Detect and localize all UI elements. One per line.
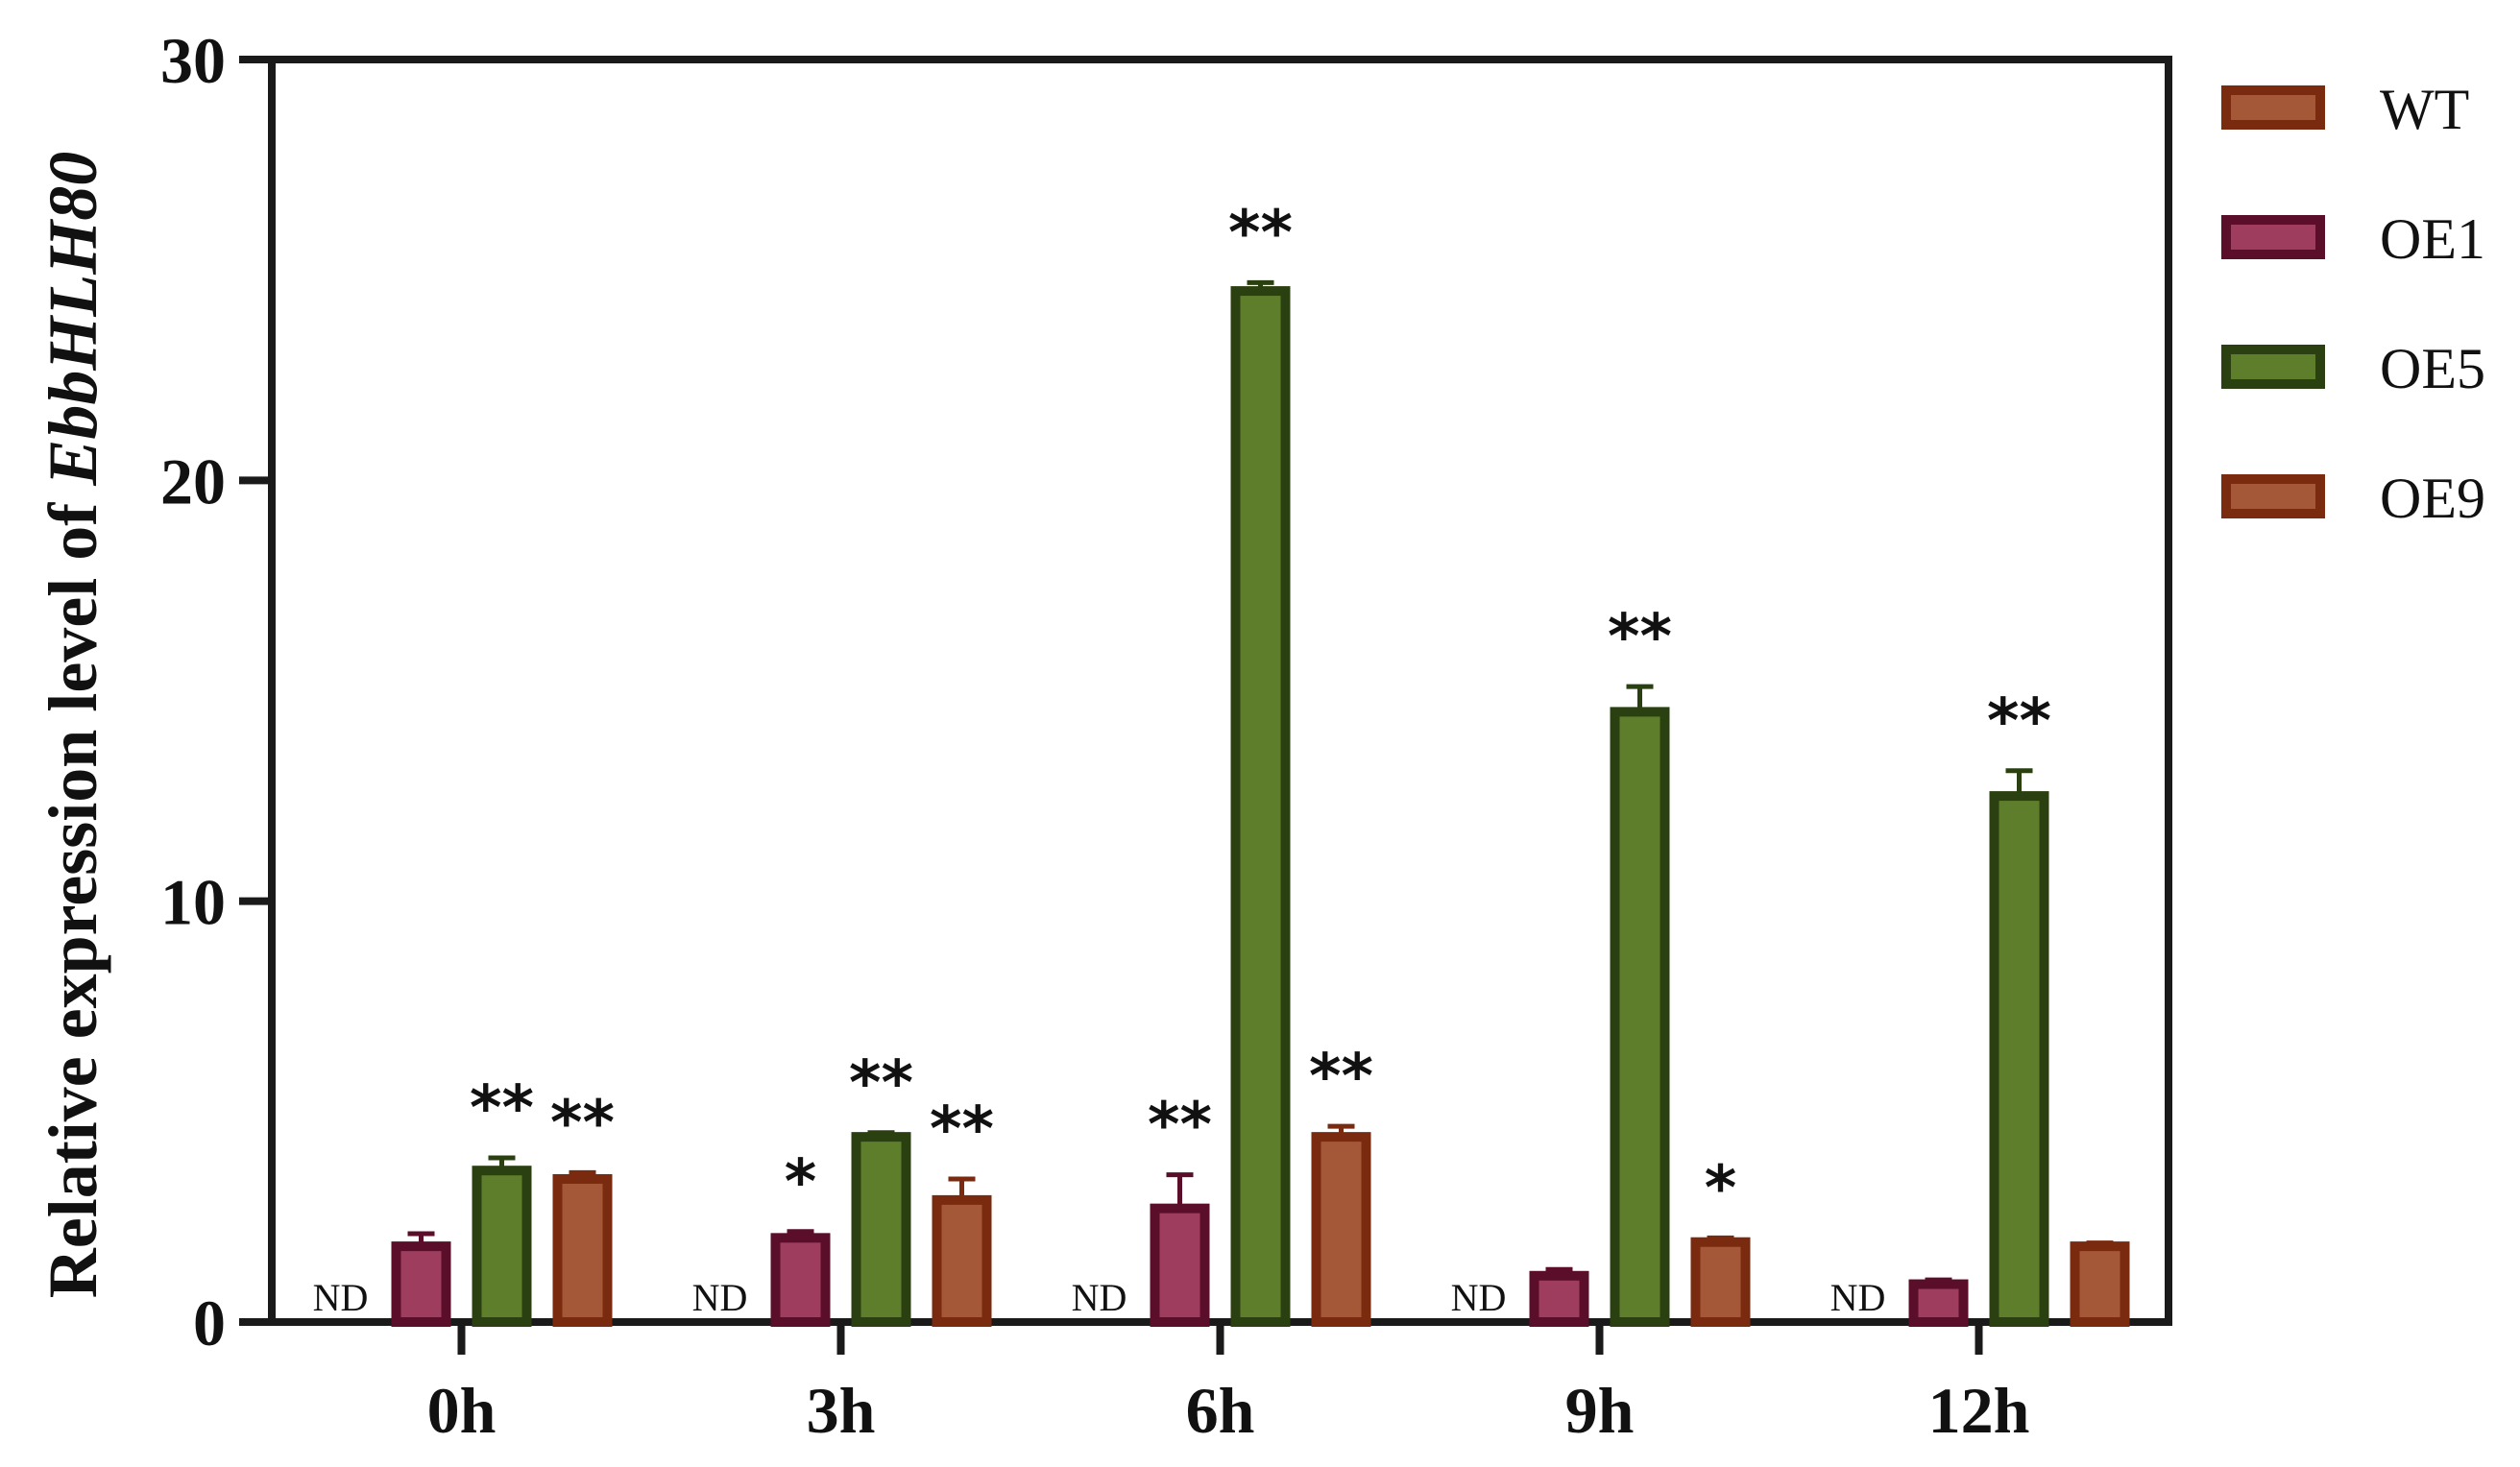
significance-label: ** xyxy=(1608,602,1672,673)
x-tick-label: 6h xyxy=(1186,1374,1255,1447)
bar-oe9 xyxy=(2070,1241,2130,1327)
y-tick-label: 10 xyxy=(160,866,226,939)
y-axis-label-group: Relative expression level of EbbHLH80 xyxy=(35,152,111,1299)
y-tick-label: 30 xyxy=(160,24,226,97)
bar-oe1 xyxy=(1529,1270,1589,1327)
legend-swatch-oe1 xyxy=(2221,215,2325,259)
legend-label-oe1: OE1 xyxy=(2380,207,2485,271)
bar-oe1 xyxy=(1150,1203,1210,1328)
y-axis-label-gene: EbbHLH80 xyxy=(35,152,111,487)
significance-label: ** xyxy=(849,1048,913,1119)
y-tick-label: 0 xyxy=(193,1287,226,1359)
significance-label: ** xyxy=(1309,1042,1373,1113)
bar-oe5 xyxy=(1989,791,2049,1327)
nd-label: ND xyxy=(1830,1276,1886,1319)
x-tick-label: 0h xyxy=(427,1374,497,1447)
significance-label: ** xyxy=(550,1088,615,1159)
significance-label: ** xyxy=(470,1073,534,1144)
significance-label: * xyxy=(785,1147,816,1218)
bar-oe1 xyxy=(391,1241,451,1327)
nd-label: ND xyxy=(692,1276,748,1319)
y-tick-label: 20 xyxy=(160,445,226,517)
nd-label: ND xyxy=(313,1276,369,1319)
nd-label: ND xyxy=(1451,1276,1507,1319)
significance-label: ** xyxy=(1987,686,2051,758)
nd-label: ND xyxy=(1072,1276,1127,1319)
x-tick-label: 9h xyxy=(1565,1374,1635,1447)
legend-swatch-oe9 xyxy=(2221,474,2325,518)
legend-label-oe9: OE9 xyxy=(2380,467,2485,530)
legend-label-wt: WT xyxy=(2380,78,2469,141)
legend: WT OE1 OE5 OE9 xyxy=(2221,78,2485,530)
legend-swatch-oe5 xyxy=(2221,345,2325,389)
bar-oe9 xyxy=(1690,1237,1751,1328)
legend-label-oe5: OE5 xyxy=(2380,337,2485,400)
significance-label: ** xyxy=(930,1094,994,1166)
y-axis-label-prefix: Relative expression level of xyxy=(35,486,111,1299)
bar-oe5 xyxy=(472,1166,532,1327)
bar-oe9 xyxy=(932,1194,992,1327)
bar-oe5 xyxy=(1230,286,1291,1327)
significance-label: * xyxy=(1705,1153,1736,1224)
x-tick-label: 3h xyxy=(807,1374,876,1447)
bar-oe5 xyxy=(1610,707,1670,1327)
bar-oe9 xyxy=(552,1173,613,1328)
significance-label: ** xyxy=(1228,198,1293,269)
bar-oe1 xyxy=(770,1233,831,1328)
bar-oe1 xyxy=(1908,1279,1969,1328)
bar-oe9 xyxy=(1311,1132,1371,1327)
y-axis-label: Relative expression level of EbbHLH80 xyxy=(35,152,111,1299)
significance-label: ** xyxy=(1148,1091,1212,1162)
x-tick-label: 12h xyxy=(1928,1374,2030,1447)
bar-oe5 xyxy=(851,1132,911,1327)
legend-swatch-wt xyxy=(2221,85,2325,130)
